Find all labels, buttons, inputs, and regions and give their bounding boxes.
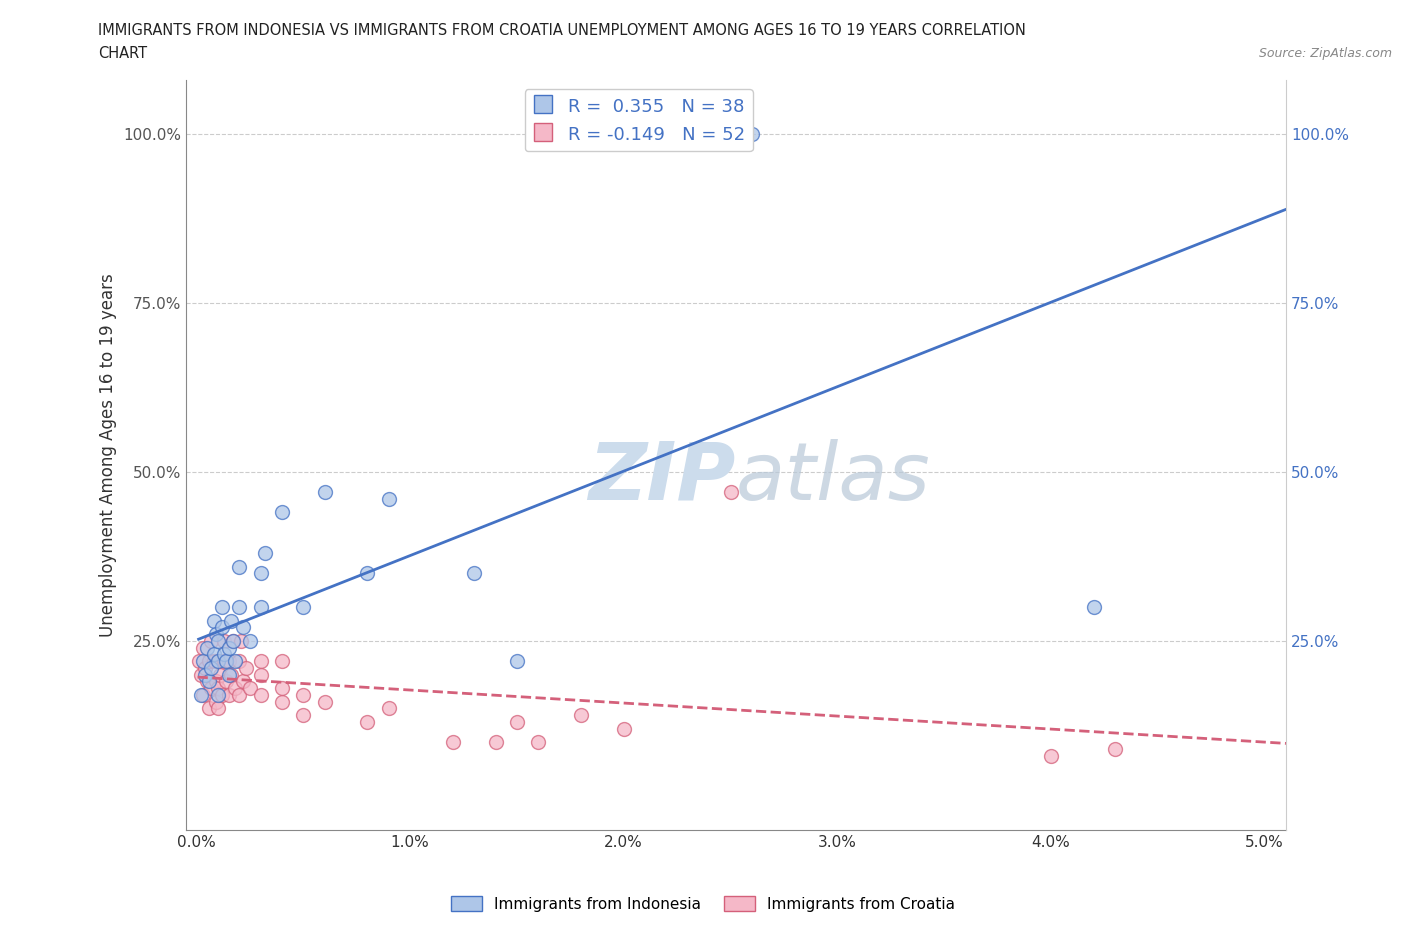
Point (1039, 749, 1062, 764)
Point (207, 633, 229, 648)
Text: Source: ZipAtlas.com: Source: ZipAtlas.com (1258, 46, 1392, 60)
Point (463, 565, 485, 580)
Text: IMMIGRANTS FROM INDONESIA VS IMMIGRANTS FROM CROATIA UNEMPLOYMENT AMONG AGES 16 : IMMIGRANTS FROM INDONESIA VS IMMIGRANTS … (98, 23, 1026, 38)
Point (239, 681, 262, 696)
Point (377, 492, 399, 507)
Legend: R =  0.355   N = 38, R = -0.149   N = 52: R = 0.355 N = 38, R = -0.149 N = 52 (524, 89, 752, 152)
Point (292, 687, 315, 702)
Point (195, 674, 218, 689)
Point (202, 647, 225, 662)
Point (228, 600, 250, 615)
Point (292, 708, 315, 723)
Point (207, 654, 229, 669)
Point (202, 613, 225, 628)
Point (194, 667, 217, 682)
Text: ZIP: ZIP (589, 439, 735, 516)
Point (204, 627, 226, 642)
Point (212, 647, 235, 662)
Point (314, 485, 336, 499)
Point (202, 654, 225, 669)
Point (356, 565, 378, 580)
Point (292, 600, 315, 615)
Point (720, 485, 742, 499)
Point (249, 654, 271, 669)
Point (235, 660, 257, 675)
Legend: Immigrants from Indonesia, Immigrants from Croatia: Immigrants from Indonesia, Immigrants fr… (446, 889, 960, 918)
Point (356, 714, 378, 729)
Point (218, 667, 240, 682)
Point (314, 694, 336, 709)
Point (212, 654, 235, 669)
Point (212, 633, 235, 648)
Point (190, 687, 212, 702)
Point (271, 681, 294, 696)
Point (204, 694, 226, 709)
Point (195, 640, 218, 655)
Point (218, 654, 240, 669)
Point (232, 674, 254, 689)
Point (741, 126, 763, 141)
Point (441, 735, 464, 750)
Point (191, 640, 214, 655)
Point (377, 701, 399, 716)
Point (207, 701, 229, 716)
Point (190, 667, 212, 682)
Point (720, 126, 742, 141)
Text: atlas: atlas (735, 439, 931, 516)
Point (228, 654, 250, 669)
Point (218, 640, 240, 655)
Point (249, 565, 271, 580)
Point (1104, 741, 1126, 756)
Point (218, 687, 240, 702)
Point (222, 633, 245, 648)
Point (222, 633, 245, 648)
Point (219, 613, 242, 628)
Point (194, 660, 217, 675)
Point (249, 687, 271, 702)
Point (211, 687, 233, 702)
Point (219, 667, 242, 682)
Point (484, 735, 506, 750)
Point (198, 674, 221, 689)
Point (187, 654, 209, 669)
Point (232, 620, 254, 635)
Point (211, 620, 233, 635)
Point (207, 654, 229, 669)
Point (228, 559, 250, 574)
Point (191, 654, 214, 669)
Text: CHART: CHART (98, 46, 148, 61)
Point (198, 701, 221, 716)
Point (506, 654, 529, 669)
Point (239, 633, 262, 648)
Point (231, 633, 253, 648)
Point (253, 546, 276, 561)
Point (224, 681, 246, 696)
Point (200, 633, 222, 648)
Point (224, 654, 246, 669)
Point (271, 694, 294, 709)
Point (249, 600, 271, 615)
Point (198, 654, 221, 669)
Point (613, 722, 636, 737)
Point (271, 505, 294, 520)
Point (215, 654, 238, 669)
Point (228, 687, 250, 702)
Point (200, 660, 222, 675)
Point (215, 674, 238, 689)
Point (207, 681, 229, 696)
Point (211, 600, 233, 615)
Point (271, 654, 294, 669)
Point (208, 667, 231, 682)
Y-axis label: Unemployment Among Ages 16 to 19 years: Unemployment Among Ages 16 to 19 years (100, 273, 117, 637)
Point (527, 735, 550, 750)
Point (191, 687, 214, 702)
Point (200, 681, 222, 696)
Point (1083, 600, 1105, 615)
Point (569, 708, 592, 723)
Point (204, 674, 226, 689)
Point (506, 714, 529, 729)
Point (249, 667, 271, 682)
Point (207, 687, 229, 702)
